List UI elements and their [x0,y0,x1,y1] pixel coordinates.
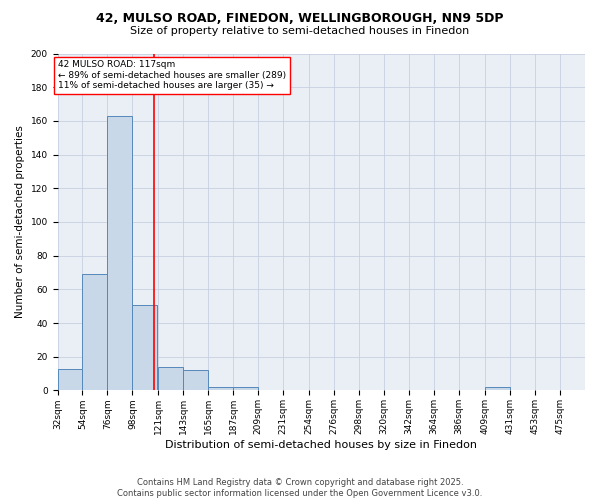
Bar [133,304,157,390]
Text: Size of property relative to semi-detached houses in Finedon: Size of property relative to semi-detach… [130,26,470,36]
Text: 42 MULSO ROAD: 117sqm
← 89% of semi-detached houses are smaller (289)
11% of sem: 42 MULSO ROAD: 117sqm ← 89% of semi-deta… [58,60,286,90]
Text: 42, MULSO ROAD, FINEDON, WELLINGBOROUGH, NN9 5DP: 42, MULSO ROAD, FINEDON, WELLINGBOROUGH,… [96,12,504,26]
Bar [208,387,233,390]
X-axis label: Distribution of semi-detached houses by size in Finedon: Distribution of semi-detached houses by … [165,440,477,450]
Bar [184,370,208,390]
Bar [107,116,133,390]
Bar [233,387,259,390]
Bar [82,274,107,390]
Bar [58,368,82,390]
Bar [485,387,510,390]
Bar [158,367,184,390]
Text: Contains HM Land Registry data © Crown copyright and database right 2025.
Contai: Contains HM Land Registry data © Crown c… [118,478,482,498]
Y-axis label: Number of semi-detached properties: Number of semi-detached properties [15,126,25,318]
